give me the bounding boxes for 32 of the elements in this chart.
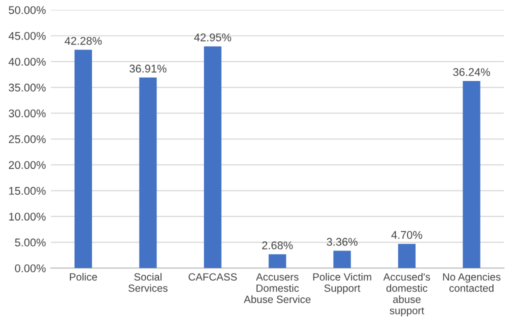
y-tick-label: 5.00% (14, 238, 46, 246)
x-tick-label: Accused's domestic abuse support (383, 272, 430, 316)
x-tick-label: Police Victim Support (313, 272, 372, 294)
data-label: 42.28% (64, 36, 102, 45)
y-tick-label: 10.00% (9, 212, 46, 221)
bar (398, 244, 416, 268)
data-label: 36.24% (453, 68, 490, 76)
bar (268, 254, 286, 268)
y-tick-label: 30.00% (8, 109, 46, 118)
x-tick-label: CAFCASS (188, 273, 237, 281)
bar (204, 46, 222, 268)
y-tick-label: 45.00% (8, 32, 46, 40)
bar (74, 50, 92, 268)
y-tick-label: 0.00% (14, 264, 46, 272)
data-label: 4.70% (391, 231, 422, 239)
y-tick-label: 25.00% (8, 135, 46, 144)
bar (462, 80, 480, 268)
x-tick-label: Police (70, 272, 97, 281)
data-label: 36.91% (130, 64, 166, 73)
bar (333, 250, 351, 268)
data-label: 2.68% (262, 241, 293, 250)
x-tick-label: Social Services (128, 272, 168, 292)
data-label: 3.36% (326, 238, 358, 246)
y-tick-label: 35.00% (8, 84, 46, 92)
y-tick-label: 20.00% (8, 161, 46, 169)
y-tick-label: 50.00% (8, 6, 46, 14)
y-tick-label: 15.00% (9, 186, 46, 195)
data-label: 42.95% (194, 33, 232, 42)
x-tick-label: Accusers Domestic Abuse Service (244, 273, 311, 304)
y-tick-label: 40.00% (8, 58, 46, 66)
x-tick-label: No Agencies contacted (443, 272, 500, 292)
bar (139, 78, 157, 268)
